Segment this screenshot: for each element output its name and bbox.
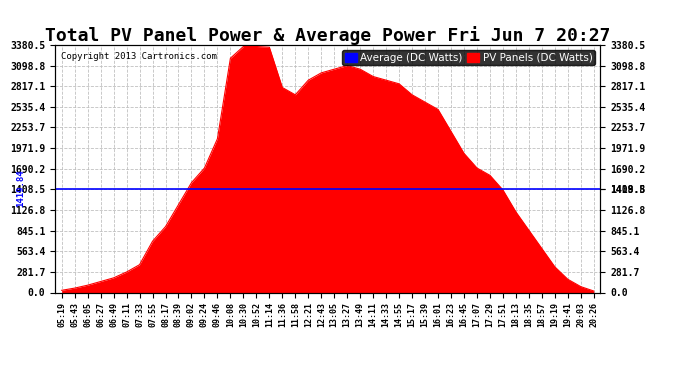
Text: 1419.84: 1419.84 (17, 170, 26, 207)
Text: Copyright 2013 Cartronics.com: Copyright 2013 Cartronics.com (61, 53, 217, 62)
Title: Total PV Panel Power & Average Power Fri Jun 7 20:27: Total PV Panel Power & Average Power Fri… (45, 26, 611, 45)
Legend: Average (DC Watts), PV Panels (DC Watts): Average (DC Watts), PV Panels (DC Watts) (342, 50, 595, 65)
